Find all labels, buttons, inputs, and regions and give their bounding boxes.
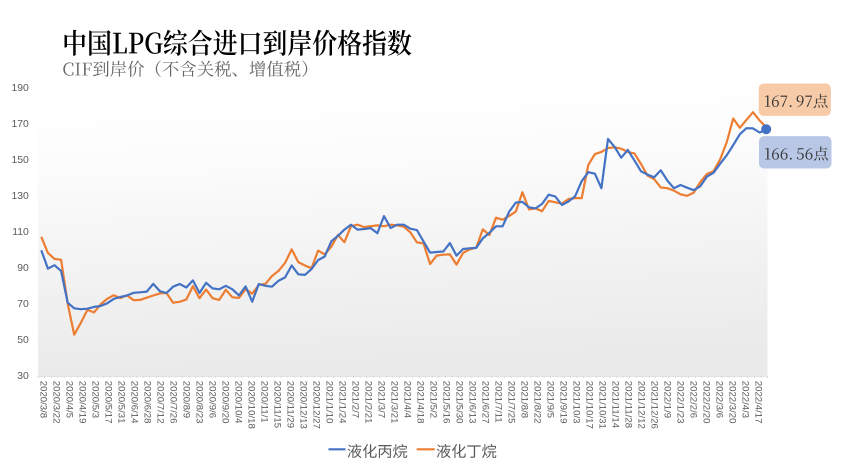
svg-text:2021/11/28: 2021/11/28 bbox=[623, 381, 634, 428]
svg-text:2021/3/21: 2021/3/21 bbox=[389, 381, 400, 424]
svg-text:170: 170 bbox=[11, 119, 29, 130]
svg-text:2020/8/9: 2020/8/9 bbox=[181, 381, 192, 418]
svg-text:2020/5/31: 2020/5/31 bbox=[116, 381, 127, 424]
svg-text:190: 190 bbox=[11, 83, 29, 94]
svg-text:2021/3/7: 2021/3/7 bbox=[376, 381, 387, 418]
svg-text:2021/4/4: 2021/4/4 bbox=[402, 381, 413, 419]
svg-text:2020/10/18: 2020/10/18 bbox=[246, 381, 257, 429]
svg-text:2022/3/6: 2022/3/6 bbox=[713, 381, 724, 418]
svg-text:2020/11/29: 2020/11/29 bbox=[285, 381, 296, 428]
svg-text:2020/3/8: 2020/3/8 bbox=[38, 381, 49, 418]
svg-text:2021/10/17: 2021/10/17 bbox=[584, 381, 595, 429]
svg-text:2020/10/4: 2020/10/4 bbox=[233, 381, 244, 424]
svg-text:2021/5/2: 2021/5/2 bbox=[428, 381, 439, 418]
svg-text:2022/1/9: 2022/1/9 bbox=[662, 381, 673, 418]
svg-text:110: 110 bbox=[12, 227, 29, 238]
svg-text:2021/1/24: 2021/1/24 bbox=[337, 381, 348, 424]
svg-text:2021/2/21: 2021/2/21 bbox=[363, 381, 374, 424]
svg-text:2020/12/27: 2020/12/27 bbox=[311, 381, 322, 429]
svg-text:2020/7/26: 2020/7/26 bbox=[168, 381, 179, 424]
svg-text:30: 30 bbox=[17, 371, 29, 382]
svg-text:2021/11/14: 2021/11/14 bbox=[610, 381, 621, 429]
svg-text:2020/11/1: 2020/11/1 bbox=[259, 381, 270, 423]
svg-text:2020/9/20: 2020/9/20 bbox=[220, 381, 231, 424]
svg-text:2021/7/11: 2021/7/11 bbox=[493, 381, 504, 423]
svg-text:2020/11/15: 2020/11/15 bbox=[272, 381, 283, 428]
svg-text:2021/6/13: 2021/6/13 bbox=[467, 381, 478, 424]
svg-text:50: 50 bbox=[17, 335, 29, 346]
svg-text:70: 70 bbox=[17, 299, 29, 310]
svg-text:2021/9/5: 2021/9/5 bbox=[545, 381, 556, 418]
svg-text:2021/5/30: 2021/5/30 bbox=[454, 381, 465, 424]
svg-text:2021/7/25: 2021/7/25 bbox=[506, 381, 517, 424]
svg-text:2022/4/3: 2022/4/3 bbox=[739, 381, 750, 418]
svg-text:2021/10/31: 2021/10/31 bbox=[597, 381, 608, 429]
svg-text:2020/5/17: 2020/5/17 bbox=[103, 381, 114, 424]
svg-text:150: 150 bbox=[11, 155, 29, 166]
svg-text:2020/6/28: 2020/6/28 bbox=[142, 381, 153, 424]
svg-text:2020/6/14: 2020/6/14 bbox=[129, 381, 140, 424]
svg-text:2020/4/5: 2020/4/5 bbox=[64, 381, 75, 418]
svg-text:2020/4/19: 2020/4/19 bbox=[77, 381, 88, 424]
svg-text:2021/1/10: 2021/1/10 bbox=[324, 381, 335, 424]
svg-text:2021/6/27: 2021/6/27 bbox=[480, 381, 491, 424]
svg-text:2021/5/16: 2021/5/16 bbox=[441, 381, 452, 424]
svg-text:130: 130 bbox=[11, 191, 29, 202]
svg-text:2021/8/8: 2021/8/8 bbox=[519, 381, 530, 418]
svg-text:2021/9/19: 2021/9/19 bbox=[558, 381, 569, 424]
svg-text:2021/12/26: 2021/12/26 bbox=[649, 381, 660, 429]
svg-text:2020/8/23: 2020/8/23 bbox=[194, 381, 205, 424]
svg-text:2021/12/12: 2021/12/12 bbox=[636, 381, 647, 429]
svg-text:90: 90 bbox=[17, 263, 29, 274]
svg-text:2020/5/3: 2020/5/3 bbox=[90, 381, 101, 418]
svg-text:2021/10/3: 2021/10/3 bbox=[571, 381, 582, 424]
svg-text:2021/2/7: 2021/2/7 bbox=[350, 381, 361, 418]
svg-text:2021/8/22: 2021/8/22 bbox=[532, 381, 543, 424]
svg-text:2022/2/6: 2022/2/6 bbox=[688, 381, 699, 418]
svg-text:2022/3/20: 2022/3/20 bbox=[726, 381, 737, 424]
svg-text:2020/12/13: 2020/12/13 bbox=[298, 381, 309, 429]
svg-text:2022/2/20: 2022/2/20 bbox=[700, 381, 711, 424]
svg-text:2020/9/6: 2020/9/6 bbox=[207, 381, 218, 418]
svg-text:2020/3/22: 2020/3/22 bbox=[51, 381, 62, 424]
svg-text:2022/4/17: 2022/4/17 bbox=[752, 381, 763, 424]
svg-text:2021/4/18: 2021/4/18 bbox=[415, 381, 426, 424]
svg-text:2020/7/12: 2020/7/12 bbox=[155, 381, 166, 424]
svg-text:2022/1/23: 2022/1/23 bbox=[675, 381, 686, 424]
